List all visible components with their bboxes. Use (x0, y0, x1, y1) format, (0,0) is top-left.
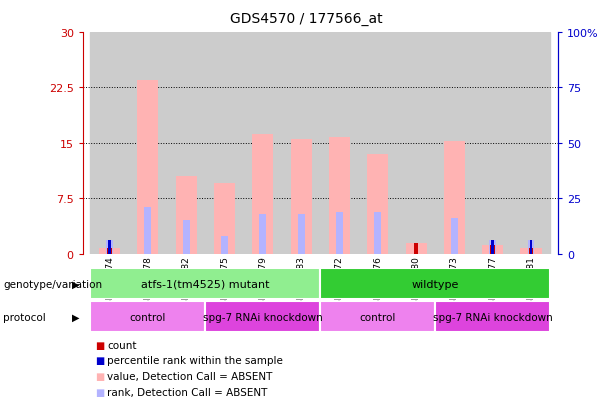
Bar (129, 33, 167, 254)
Bar (205, 33, 244, 254)
Text: ■: ■ (95, 340, 104, 350)
Bar (253, 135, 273, 254)
Bar (406, 243, 427, 254)
Bar (183, 221, 189, 254)
Bar (321, 33, 359, 254)
Text: percentile rank within the sample: percentile rank within the sample (107, 356, 283, 366)
Text: ▶: ▶ (72, 312, 80, 322)
Text: value, Detection Call = ABSENT: value, Detection Call = ABSENT (107, 371, 273, 381)
Bar (107, 249, 112, 254)
Bar (91, 301, 205, 332)
Bar (530, 241, 532, 254)
Bar (91, 268, 321, 299)
Bar (291, 140, 311, 254)
Bar (435, 33, 474, 254)
Bar (359, 33, 397, 254)
Bar (336, 212, 343, 254)
Bar (474, 33, 512, 254)
Bar (106, 241, 113, 254)
Text: ▶: ▶ (72, 279, 80, 289)
Bar (221, 236, 228, 254)
Text: count: count (107, 340, 137, 350)
Bar (167, 33, 205, 254)
Text: wildtype: wildtype (411, 279, 459, 289)
Text: ■: ■ (95, 371, 104, 381)
Bar (298, 214, 305, 254)
Text: ■: ■ (95, 387, 104, 397)
Text: control: control (360, 312, 396, 322)
Bar (205, 301, 321, 332)
Text: genotype/variation: genotype/variation (3, 279, 102, 289)
Bar (137, 81, 158, 254)
Bar (444, 141, 465, 254)
Bar (259, 214, 266, 254)
Bar (492, 241, 494, 254)
Bar (145, 208, 151, 254)
Bar (321, 268, 550, 299)
Bar (489, 241, 496, 254)
Text: control: control (130, 312, 166, 322)
Bar (397, 33, 435, 254)
Bar (435, 301, 550, 332)
Bar (282, 33, 321, 254)
Bar (528, 241, 535, 254)
Bar (176, 177, 197, 254)
Bar (520, 249, 541, 254)
Bar (490, 245, 495, 254)
Bar (329, 138, 350, 254)
Bar (512, 33, 550, 254)
Text: spg-7 RNAi knockdown: spg-7 RNAi knockdown (433, 312, 552, 322)
Bar (482, 245, 503, 254)
Bar (99, 249, 120, 254)
Bar (91, 33, 129, 254)
Bar (109, 241, 111, 254)
Text: ■: ■ (95, 356, 104, 366)
Text: spg-7 RNAi knockdown: spg-7 RNAi knockdown (203, 312, 322, 322)
Bar (367, 154, 388, 254)
Text: GDS4570 / 177566_at: GDS4570 / 177566_at (230, 12, 383, 26)
Bar (244, 33, 282, 254)
Bar (451, 218, 458, 254)
Text: protocol: protocol (3, 312, 46, 322)
Text: rank, Detection Call = ABSENT: rank, Detection Call = ABSENT (107, 387, 268, 397)
Bar (414, 243, 419, 254)
Bar (375, 212, 381, 254)
Bar (321, 301, 435, 332)
Text: atfs-1(tm4525) mutant: atfs-1(tm4525) mutant (141, 279, 270, 289)
Bar (529, 249, 533, 254)
Bar (214, 184, 235, 254)
